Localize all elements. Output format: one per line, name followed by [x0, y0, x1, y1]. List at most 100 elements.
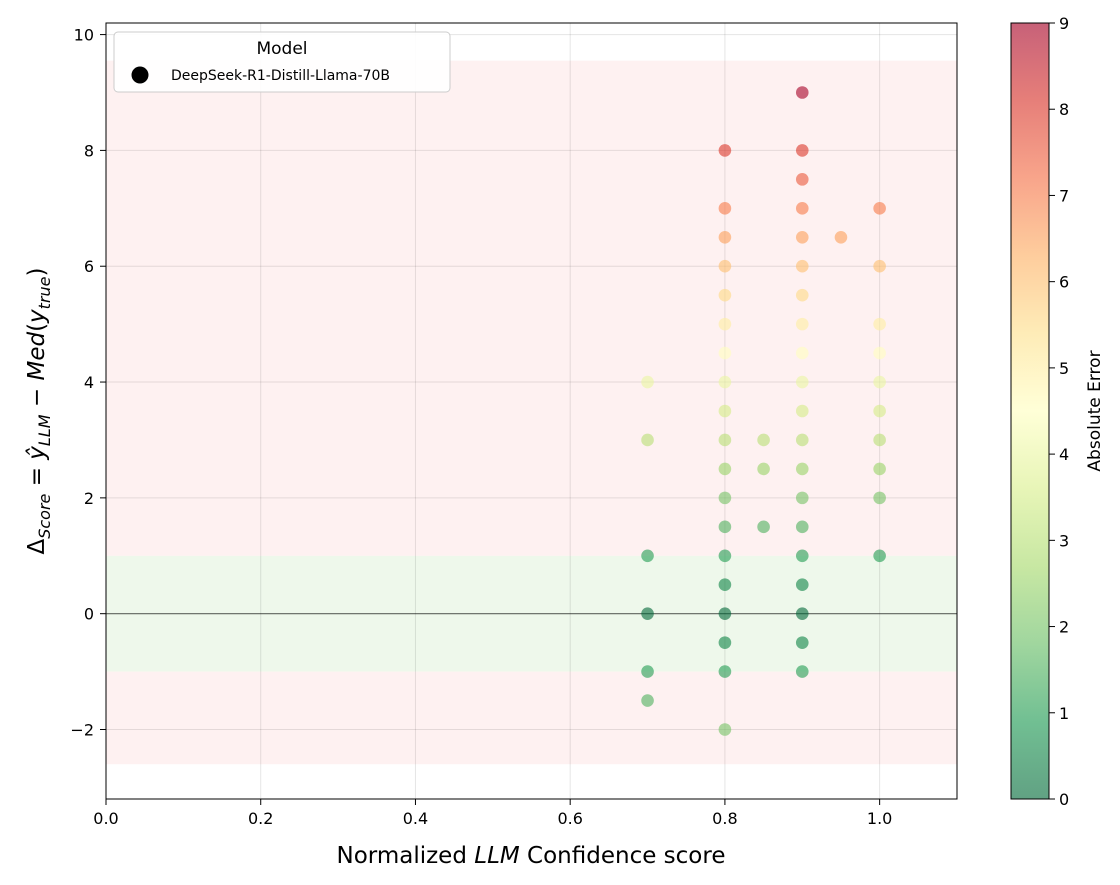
- y-tick-label: 8: [84, 141, 94, 160]
- data-point: [718, 202, 732, 215]
- data-point: [718, 578, 732, 592]
- data-point: [795, 433, 809, 447]
- data-point: [718, 723, 732, 736]
- colorbar-tick-label: 6: [1059, 273, 1069, 292]
- band-2: [106, 671, 957, 765]
- data-point: [795, 491, 809, 505]
- data-point: [757, 433, 770, 447]
- y-tick-label: 2: [84, 489, 94, 508]
- colorbar-tick-label: 2: [1059, 618, 1069, 637]
- data-point: [718, 375, 732, 389]
- data-point: [795, 317, 809, 331]
- scatter-points: [641, 86, 886, 736]
- colorbar-tick-label: 3: [1059, 531, 1069, 550]
- data-point: [873, 404, 886, 418]
- x-axis-label: Normalized LLM Confidence score: [337, 843, 726, 869]
- data-point: [718, 607, 732, 620]
- data-point: [795, 665, 809, 678]
- data-point: [795, 578, 809, 592]
- legend-marker: [131, 66, 149, 84]
- data-point: [641, 433, 654, 447]
- data-point: [873, 491, 886, 505]
- data-point: [795, 173, 809, 186]
- data-point: [718, 346, 732, 360]
- data-point: [757, 520, 770, 534]
- x-tick-label: 0.6: [557, 809, 582, 828]
- data-point: [718, 636, 732, 649]
- colorbar-tick-label: 1: [1059, 704, 1069, 723]
- data-point: [641, 665, 654, 678]
- colorbar-tick-label: 0: [1059, 790, 1069, 809]
- data-point: [718, 317, 732, 331]
- data-point: [795, 86, 809, 99]
- data-point: [718, 462, 732, 476]
- data-point: [873, 346, 886, 360]
- data-point: [757, 462, 770, 476]
- data-point: [718, 288, 732, 302]
- colorbar-label: Absolute Error: [1085, 350, 1105, 471]
- data-point: [795, 462, 809, 476]
- data-point: [795, 230, 809, 244]
- data-point: [718, 433, 732, 447]
- y-tick-label: 6: [84, 257, 94, 276]
- data-point: [873, 375, 886, 389]
- y-tick-label: 10: [74, 26, 94, 45]
- x-axis-ticks: 0.0 0.2 0.4 0.6 0.8 1.0: [93, 799, 892, 828]
- x-tick-label: 1.0: [867, 809, 892, 828]
- band-1: [106, 60, 957, 556]
- data-point: [718, 549, 732, 563]
- data-point: [873, 317, 886, 331]
- y-axis-label: ΔScore = ŷLLM − Med(ytrue): [24, 267, 54, 554]
- data-point: [641, 375, 654, 389]
- colorbar-ticks: 0 1 2 3 4 5 6 7 8 9: [1049, 14, 1069, 809]
- legend: Model DeepSeek-R1-Distill-Llama-70B: [113, 31, 451, 93]
- y-axis-ticks: −2 0 2 4 6 8 10: [70, 26, 106, 740]
- data-point: [718, 404, 732, 418]
- y-tick-label: 0: [84, 605, 94, 624]
- colorbar-tick-label: 8: [1059, 100, 1069, 119]
- data-point: [641, 607, 654, 620]
- data-point: [873, 259, 886, 273]
- data-point: [718, 144, 732, 157]
- x-tick-label: 0.2: [248, 809, 273, 828]
- y-tick-label: 4: [84, 373, 94, 392]
- legend-title: Model: [256, 39, 307, 59]
- data-point: [718, 259, 732, 273]
- data-point: [873, 549, 886, 563]
- x-tick-label: 0.0: [93, 809, 118, 828]
- colorbar: [1010, 22, 1050, 800]
- data-point: [718, 520, 732, 534]
- data-point: [795, 202, 809, 215]
- plot-frame: [105, 22, 958, 800]
- legend-box: [113, 31, 451, 93]
- data-point: [795, 607, 809, 620]
- data-point: [795, 520, 809, 534]
- data-point: [718, 230, 732, 244]
- data-point: [795, 346, 809, 360]
- data-point: [795, 375, 809, 389]
- data-point: [795, 144, 809, 157]
- data-point: [873, 202, 886, 215]
- data-point: [795, 259, 809, 273]
- data-point: [795, 549, 809, 563]
- data-point: [795, 636, 809, 649]
- data-point: [873, 462, 886, 476]
- data-point: [834, 230, 848, 244]
- data-point: [641, 549, 654, 563]
- colorbar-tick-label: 9: [1059, 14, 1069, 33]
- data-point: [873, 433, 886, 447]
- colorbar-tick-label: 4: [1059, 445, 1069, 464]
- colorbar-tick-label: 5: [1059, 359, 1069, 378]
- colorbar-tick-label: 7: [1059, 186, 1069, 205]
- legend-entry-label: DeepSeek-R1-Distill-Llama-70B: [171, 68, 390, 84]
- data-point: [795, 404, 809, 418]
- tolerance-bands: [106, 60, 957, 765]
- y-tick-label: −2: [70, 721, 94, 740]
- data-point: [795, 288, 809, 302]
- data-point: [718, 665, 732, 678]
- data-point: [718, 491, 732, 505]
- x-tick-label: 0.8: [712, 809, 737, 828]
- x-tick-label: 0.4: [403, 809, 428, 828]
- data-point: [641, 694, 654, 707]
